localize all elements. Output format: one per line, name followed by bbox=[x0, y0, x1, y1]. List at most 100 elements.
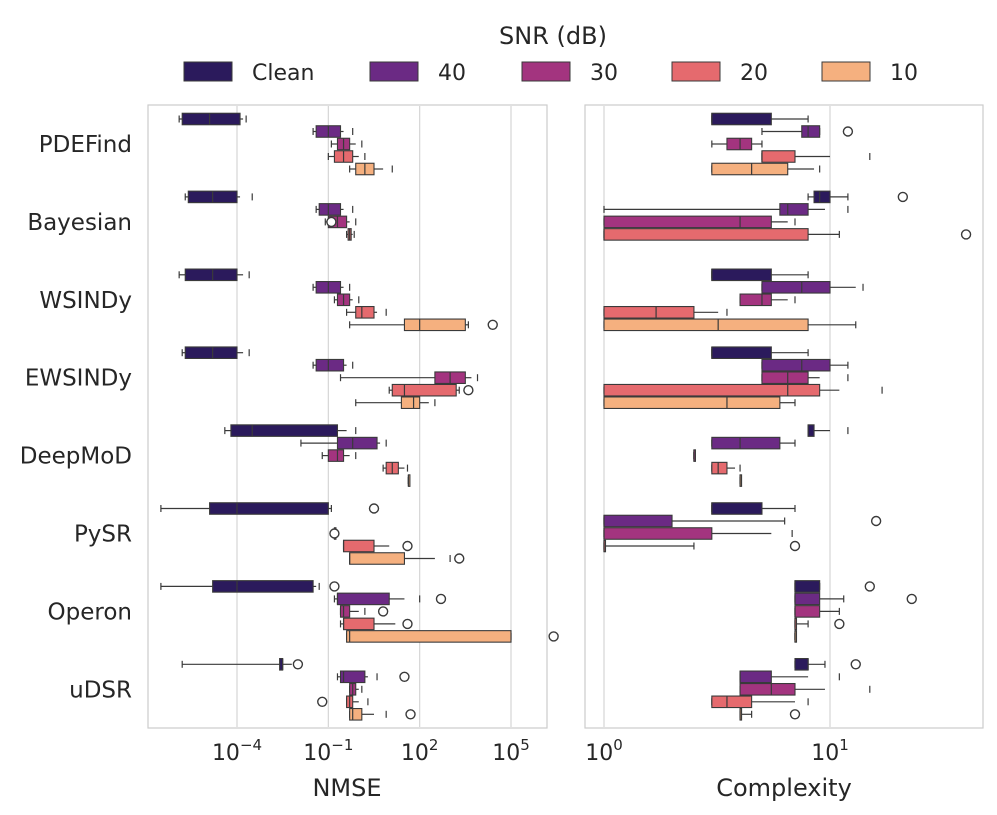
legend-label-40: 40 bbox=[438, 61, 466, 86]
iqr-box bbox=[801, 125, 821, 138]
iqr-box bbox=[349, 707, 363, 721]
complexity-box-deepmod-10 bbox=[739, 474, 743, 487]
complexity-plot-frame bbox=[584, 104, 984, 729]
iqr-box bbox=[209, 502, 329, 515]
legend-swatch-30 bbox=[521, 61, 571, 82]
nmse-box-udsr-10 bbox=[349, 707, 416, 721]
iqr-box bbox=[339, 605, 351, 618]
method-labels: PDEFind Bayesian WSINDy EWSINDy DeepMoD PySR O… bbox=[20, 132, 132, 703]
legend-label-clean: Clean bbox=[252, 61, 314, 86]
complexity-box-pysr-clean bbox=[711, 502, 796, 515]
legend-swatch-10 bbox=[821, 61, 871, 82]
iqr-box bbox=[761, 371, 809, 385]
complexity-box-pdefind-40 bbox=[761, 125, 854, 138]
complexity-box-operon-10 bbox=[794, 630, 798, 643]
outlier-point bbox=[454, 553, 465, 564]
nmse-tick-label: 10−1 bbox=[303, 736, 353, 766]
iqr-box bbox=[711, 436, 781, 450]
nmse-box-pysr-10 bbox=[349, 552, 465, 565]
complexity-tick-label: 100 bbox=[585, 736, 623, 766]
iqr-box bbox=[391, 383, 457, 397]
complexity-axis-label: Complexity bbox=[716, 774, 852, 802]
iqr-box bbox=[711, 346, 772, 360]
nmse-axis-label: NMSE bbox=[312, 774, 381, 802]
nmse-box-udsr-30 bbox=[349, 682, 363, 696]
iqr-box bbox=[794, 605, 821, 618]
outlier-point bbox=[377, 606, 389, 617]
iqr-box bbox=[318, 203, 342, 216]
nmse-box-operon-30 bbox=[339, 605, 389, 618]
iqr-box bbox=[315, 358, 345, 372]
iqr-box bbox=[603, 228, 809, 241]
outlier-point bbox=[463, 385, 474, 396]
nmse-box-udsr-clean bbox=[181, 657, 304, 671]
outlier-point bbox=[317, 696, 328, 707]
nmse-box-pdefind-30 bbox=[330, 137, 363, 151]
complexity-box-ewsindy-40 bbox=[761, 358, 849, 372]
nmse-box-pysr-clean bbox=[160, 502, 380, 515]
complexity-box-deepmod-clean bbox=[807, 424, 849, 437]
outlier-point bbox=[368, 503, 380, 514]
iqr-box bbox=[739, 670, 772, 684]
complexity-box-bayesian-30 bbox=[603, 215, 796, 229]
complexity-box-wsindy-40 bbox=[761, 280, 864, 294]
iqr-box bbox=[711, 695, 753, 709]
iqr-box bbox=[343, 617, 375, 631]
method-label-bayesian: Bayesian bbox=[27, 210, 132, 236]
outlier-point bbox=[789, 709, 801, 720]
outlier-point bbox=[897, 191, 909, 203]
complexity-box-wsindy-clean bbox=[711, 268, 809, 282]
complexity-box-operon-30 bbox=[794, 605, 840, 618]
method-label-pdefind: PDEFind bbox=[39, 132, 132, 158]
iqr-box bbox=[807, 424, 815, 437]
iqr-box bbox=[403, 318, 466, 332]
complexity-box-bayesian-40 bbox=[603, 203, 849, 216]
nmse-box-ewsindy-clean bbox=[181, 346, 250, 360]
complexity-panel: 100 101 Complexity bbox=[584, 104, 984, 802]
nmse-box-operon-clean bbox=[160, 580, 340, 593]
iqr-box bbox=[181, 112, 241, 126]
iqr-box bbox=[230, 424, 339, 437]
iqr-box bbox=[739, 682, 796, 696]
nmse-tick-labels: 10−4 10−1 102 105 bbox=[212, 736, 530, 766]
nmse-box-wsindy-clean bbox=[178, 268, 250, 282]
iqr-box bbox=[336, 592, 390, 606]
iqr-box bbox=[400, 396, 421, 410]
iqr-box bbox=[346, 630, 512, 643]
method-label-pysr: PySR bbox=[74, 522, 132, 548]
complexity-tick-labels: 100 101 bbox=[585, 736, 849, 766]
iqr-box bbox=[336, 436, 378, 450]
iqr-box bbox=[349, 552, 405, 565]
nmse-box-pdefind-10 bbox=[349, 162, 393, 176]
iqr-box bbox=[761, 150, 796, 163]
complexity-box-pdefind-20 bbox=[761, 150, 871, 163]
iqr-box bbox=[603, 383, 821, 397]
iqr-box bbox=[603, 215, 772, 229]
complexity-box-deepmod-40 bbox=[711, 436, 796, 450]
method-label-deepmod: DeepMoD bbox=[20, 444, 132, 470]
nmse-box-ewsindy-30 bbox=[339, 371, 479, 385]
nmse-box-deepmod-40 bbox=[300, 436, 387, 450]
complexity-box-udsr-10 bbox=[739, 707, 801, 721]
iqr-box bbox=[739, 293, 772, 307]
complexity-box-operon-40 bbox=[794, 592, 917, 606]
legend-swatch-40 bbox=[369, 61, 419, 82]
complexity-box-pdefind-10 bbox=[711, 162, 821, 176]
nmse-tick-label: 102 bbox=[401, 736, 439, 766]
outlier-point bbox=[906, 593, 917, 605]
complexity-box-operon-20 bbox=[794, 617, 845, 631]
complexity-tick-label: 101 bbox=[811, 736, 849, 766]
nmse-box-deepmod-10 bbox=[407, 474, 411, 487]
complexity-box-pysr-20 bbox=[603, 539, 801, 553]
complexity-box-ewsindy-clean bbox=[711, 346, 809, 360]
iqr-box bbox=[184, 268, 238, 282]
complexity-box-deepmod-30 bbox=[693, 449, 696, 462]
legend-label-30: 30 bbox=[590, 61, 618, 86]
outlier-point bbox=[329, 528, 340, 539]
iqr-box bbox=[711, 461, 728, 475]
nmse-box-operon-10 bbox=[346, 630, 559, 643]
outlier-point bbox=[399, 671, 410, 682]
iqr-box bbox=[711, 502, 763, 515]
outlier-point bbox=[292, 659, 304, 670]
